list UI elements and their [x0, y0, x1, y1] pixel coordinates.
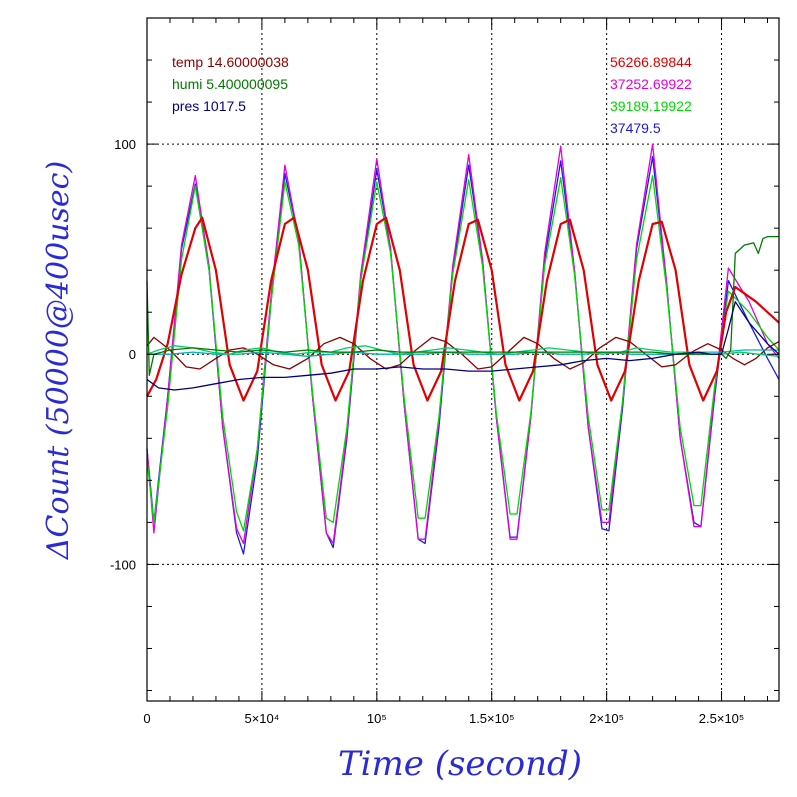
series-line-8 [146, 301, 780, 391]
legend-entry-right: 37252.69922 [610, 76, 692, 92]
x-tick-label: 5×10⁴ [244, 711, 279, 726]
y-axis-title: ΔCount (50000@400usec) [41, 161, 76, 560]
axis-ticks [146, 17, 779, 701]
plot-border [146, 17, 780, 702]
legend-entry-left: pres 1017.5 [172, 98, 246, 114]
series-layer [146, 143, 780, 555]
y-tick-label: 0 [129, 347, 136, 362]
series-line-1 [146, 143, 780, 545]
legend-entry-right: 39189.19922 [610, 98, 692, 114]
y-tick-label: 100 [114, 137, 136, 152]
plot-frame [146, 17, 780, 702]
x-tick-label: 2.5×10⁵ [699, 711, 745, 726]
grid-lines [147, 18, 779, 701]
legend-entry-left: temp 14.60000038 [172, 54, 289, 70]
x-tick-label: 1.5×10⁵ [469, 711, 515, 726]
x-axis-title: Time (second) [338, 744, 582, 784]
series-line-2 [146, 174, 780, 532]
legend-entry-right: 37479.5 [610, 120, 661, 136]
tick-labels: 0 5×10⁴ 10⁵ 1.5×10⁵ 2×10⁵ 2.5×10⁵ 100 0 -100 [110, 137, 744, 726]
x-tick-label: 10⁵ [367, 711, 387, 726]
legend: temp 14.60000038 humi 5.400000095 pres 101… [172, 54, 692, 136]
y-tick-label: -100 [110, 557, 136, 572]
legend-entry-right: 56266.89844 [610, 54, 692, 70]
legend-entry-left: humi 5.400000095 [172, 76, 288, 92]
x-tick-label: 2×10⁵ [589, 711, 624, 726]
series-line-7 [146, 235, 779, 376]
series-line-6 [146, 345, 780, 357]
x-tick-label: 0 [143, 711, 150, 726]
series-line-3 [146, 216, 780, 402]
